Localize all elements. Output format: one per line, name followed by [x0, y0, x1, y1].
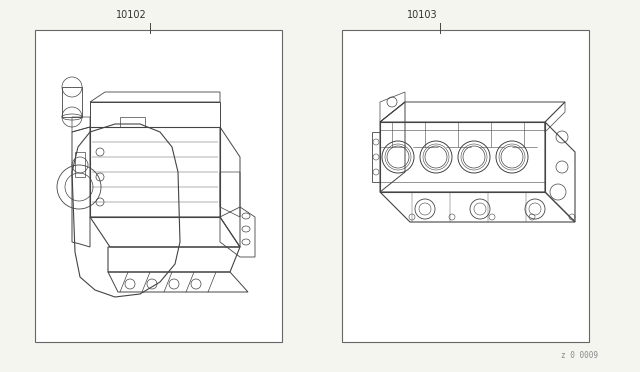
Bar [342, 30, 589, 342]
Text: 10102: 10102 [116, 10, 147, 20]
Text: 10103: 10103 [407, 10, 438, 20]
Bar [35, 30, 282, 342]
Text: z 0 0009: z 0 0009 [561, 351, 598, 360]
